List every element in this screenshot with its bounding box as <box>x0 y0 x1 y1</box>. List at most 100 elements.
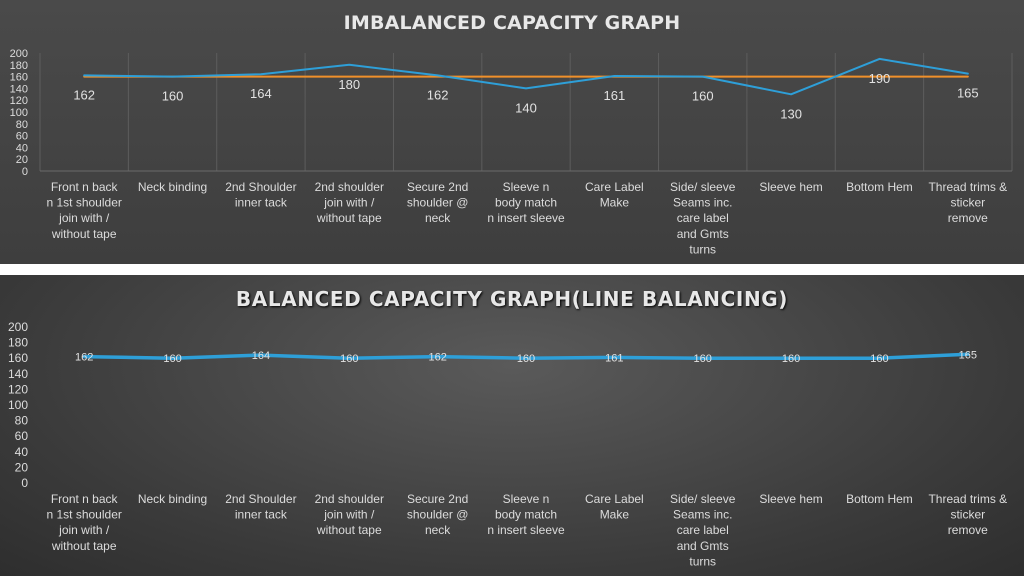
y-tick-label: 80 <box>15 414 29 428</box>
x-category-label: Side/ sleeve <box>670 492 736 506</box>
data-label: 162 <box>428 352 446 364</box>
y-tick-label: 60 <box>16 131 28 143</box>
x-category-label: Make <box>600 508 630 522</box>
x-category-label: Bottom Hem <box>846 180 913 194</box>
x-category-label: care label <box>677 523 729 537</box>
y-tick-label: 160 <box>8 351 28 365</box>
chart-title: BALANCED CAPACITY GRAPH(LINE BALANCING) <box>235 287 789 311</box>
x-category-label: neck <box>425 211 451 225</box>
y-tick-label: 200 <box>8 320 28 334</box>
y-tick-label: 100 <box>10 107 28 119</box>
data-label: 160 <box>162 89 184 104</box>
x-category-label: Care Label <box>585 492 644 506</box>
x-category-label: Thread trims & <box>928 492 1007 506</box>
x-category-label: without tape <box>316 523 382 537</box>
x-category-label: 2nd Shoulder <box>225 180 296 194</box>
x-category-label: join with / <box>58 523 110 537</box>
x-category-label: shoulder @ <box>407 196 469 210</box>
x-category-label: Front n back <box>51 180 119 194</box>
data-label: 160 <box>782 353 800 365</box>
y-tick-label: 140 <box>10 83 28 95</box>
y-tick-label: 80 <box>16 119 28 131</box>
x-category-label: body match <box>495 508 557 522</box>
x-category-label: Sleeve n <box>503 180 550 194</box>
y-tick-label: 120 <box>8 382 28 396</box>
data-label: 130 <box>780 106 802 121</box>
y-tick-label: 20 <box>15 460 29 474</box>
x-category-label: 2nd shoulder <box>315 492 384 506</box>
x-category-label: Secure 2nd <box>407 180 468 194</box>
data-label: 160 <box>340 353 358 365</box>
x-category-label: Secure 2nd <box>407 492 468 506</box>
x-category-label: sticker <box>950 508 985 522</box>
y-tick-label: 160 <box>10 72 28 84</box>
data-label: 162 <box>75 352 93 364</box>
y-tick-label: 0 <box>21 476 28 490</box>
data-label: 160 <box>694 353 712 365</box>
data-label: 161 <box>605 352 623 364</box>
y-tick-label: 40 <box>15 445 29 459</box>
x-category-label: Neck binding <box>138 492 207 506</box>
x-category-label: without tape <box>316 211 382 225</box>
x-category-label: neck <box>425 523 451 537</box>
x-category-label: Seams inc. <box>673 196 732 210</box>
x-category-label: without tape <box>51 539 117 553</box>
x-category-label: shoulder @ <box>407 508 469 522</box>
x-category-label: 2nd Shoulder <box>225 492 296 506</box>
x-category-label: turns <box>689 242 716 256</box>
data-label: 161 <box>604 88 626 103</box>
data-label: 180 <box>338 77 360 92</box>
x-category-label: Sleeve n <box>503 492 550 506</box>
y-tick-label: 0 <box>22 166 28 178</box>
y-tick-label: 180 <box>10 60 28 72</box>
y-tick-label: 140 <box>8 367 28 381</box>
x-category-label: and Gmts <box>677 227 729 241</box>
x-category-label: without tape <box>51 227 117 241</box>
data-label: 165 <box>959 349 977 361</box>
x-category-label: care label <box>677 211 729 225</box>
y-tick-label: 40 <box>16 142 28 154</box>
chart-title: IMBALANCED CAPACITY GRAPH <box>343 12 681 34</box>
data-label: 160 <box>870 353 888 365</box>
x-category-label: 2nd shoulder <box>315 180 384 194</box>
x-category-label: Seams inc. <box>673 508 732 522</box>
x-category-label: sticker <box>950 196 985 210</box>
series-line <box>82 352 970 360</box>
x-category-label: turns <box>689 554 716 568</box>
y-tick-label: 120 <box>10 95 28 107</box>
x-category-label: remove <box>948 211 988 225</box>
x-category-label: join with / <box>58 211 110 225</box>
x-category-label: Neck binding <box>138 180 207 194</box>
x-category-label: Care Label <box>585 180 644 194</box>
x-category-label: Front n back <box>51 492 119 506</box>
data-label: 190 <box>869 71 891 86</box>
x-category-label: remove <box>948 523 988 537</box>
data-label: 164 <box>252 350 270 362</box>
x-category-label: and Gmts <box>677 539 729 553</box>
data-label: 140 <box>515 100 537 115</box>
data-label: 160 <box>163 353 181 365</box>
balanced-chart-panel: BALANCED CAPACITY GRAPH(LINE BALANCING) … <box>0 275 1024 576</box>
x-category-label: Side/ sleeve <box>670 180 736 194</box>
x-category-label: inner tack <box>235 508 288 522</box>
x-category-label: Bottom Hem <box>846 492 913 506</box>
y-tick-label: 60 <box>15 429 29 443</box>
y-tick-label: 100 <box>8 398 28 412</box>
x-category-label: Sleeve hem <box>759 180 822 194</box>
data-label: 160 <box>517 353 535 365</box>
series-line <box>83 57 969 96</box>
x-category-label: n 1st shoulder <box>46 508 121 522</box>
x-category-label: Make <box>600 196 630 210</box>
x-category-label: Sleeve hem <box>759 492 822 506</box>
y-tick-label: 180 <box>8 336 28 350</box>
x-category-label: n 1st shoulder <box>46 196 121 210</box>
y-tick-label: 200 <box>10 48 28 60</box>
data-label: 160 <box>692 89 714 104</box>
x-category-label: n insert sleeve <box>487 211 565 225</box>
x-category-label: join with / <box>323 196 375 210</box>
x-category-label: n insert sleeve <box>487 523 565 537</box>
x-category-label: inner tack <box>235 196 288 210</box>
x-category-label: join with / <box>323 508 375 522</box>
